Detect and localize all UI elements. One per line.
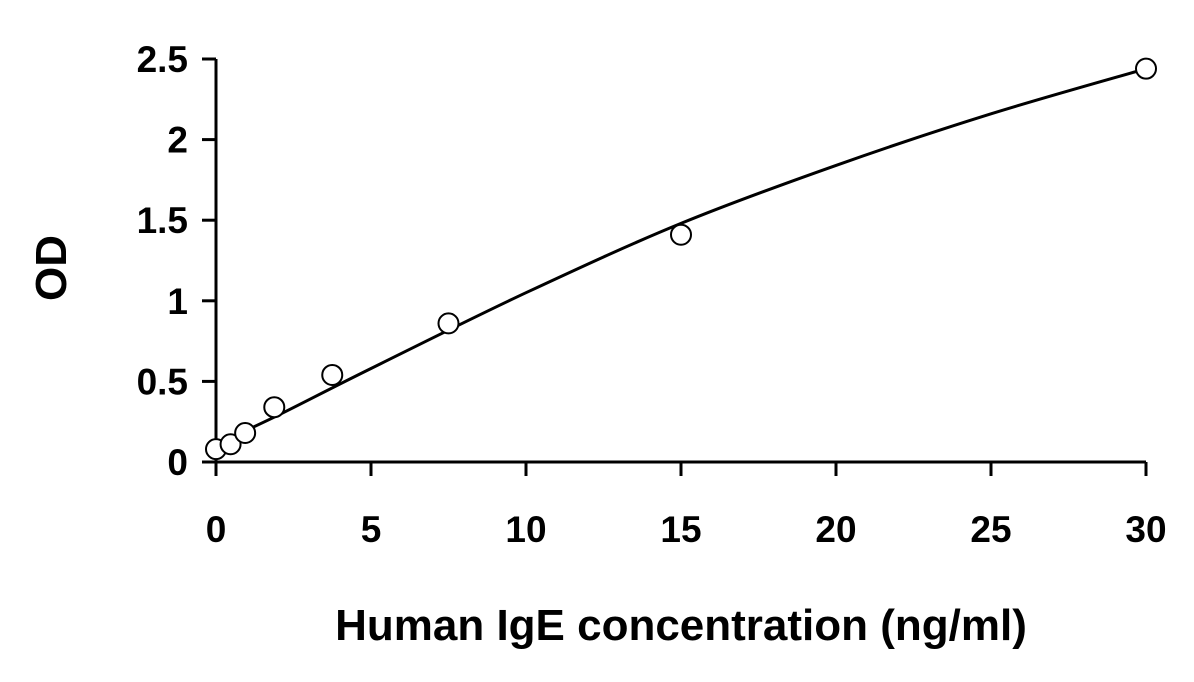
data-point — [219, 433, 242, 456]
x-tick-label: 20 — [815, 509, 856, 550]
y-tick-label: 0 — [167, 442, 188, 483]
x-tick-label: 10 — [505, 509, 546, 550]
x-tick-label: 5 — [361, 509, 382, 550]
x-tick-label: 0 — [206, 509, 227, 550]
data-point — [321, 363, 344, 386]
y-ticks: 0 0.5 1 1.5 2 2.5 — [137, 39, 216, 483]
y-axis-title: OD — [27, 235, 76, 301]
data-point — [670, 223, 692, 246]
data-point — [1135, 57, 1157, 80]
data-points — [205, 57, 1157, 461]
y-tick-label: 0.5 — [137, 361, 188, 402]
x-tick-label: 15 — [660, 509, 701, 550]
y-tick-label: 2 — [167, 120, 188, 161]
data-point — [263, 396, 286, 419]
x-tick-label: 25 — [970, 509, 1011, 550]
fit-curve — [215, 67, 1147, 446]
x-tick-label: 30 — [1125, 509, 1166, 550]
x-ticks: 0 5 10 15 20 25 30 — [206, 462, 1167, 550]
axes — [214, 59, 1146, 464]
y-tick-label: 1 — [167, 281, 188, 322]
data-point — [437, 312, 460, 335]
data-point — [234, 421, 257, 444]
y-tick-label: 1.5 — [137, 200, 188, 241]
x-axis-title: Human IgE concentration (ng/ml) — [335, 601, 1027, 650]
y-tick-label: 2.5 — [137, 39, 188, 80]
